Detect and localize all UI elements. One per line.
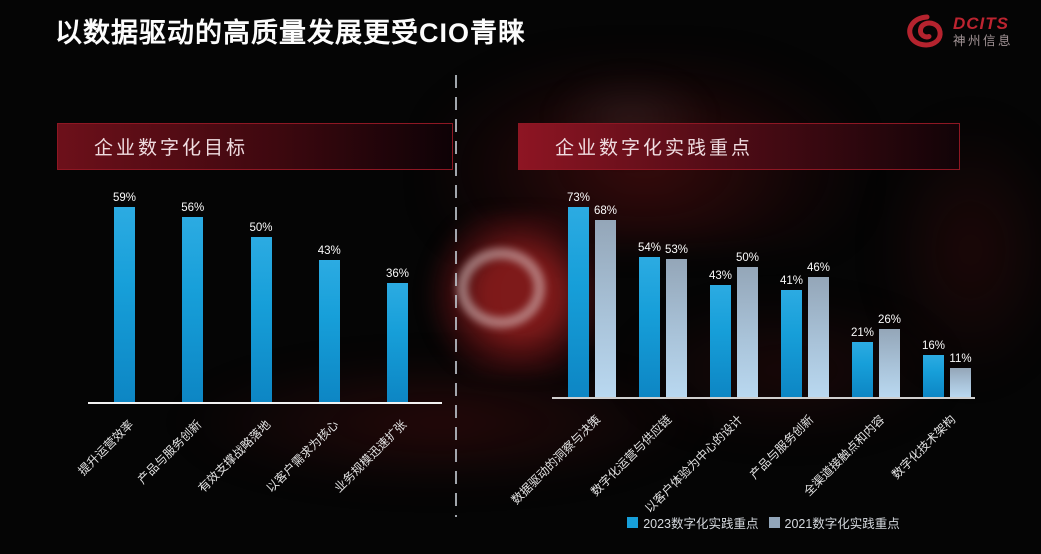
category-label: 产品与服务创新 [747, 412, 817, 482]
bar-wrap: 36% [385, 268, 410, 402]
bar-value-label: 43% [708, 270, 733, 283]
bar-wrap: 26% [877, 314, 902, 397]
bar [595, 220, 616, 397]
bar-wrap: 16% [921, 340, 946, 397]
logo-texts: DCITS 神州信息 [952, 13, 1013, 49]
bar-value-label: 41% [779, 275, 804, 288]
bar-group: 16% 11% [921, 340, 972, 397]
bar-wrap: 53% [664, 244, 689, 397]
bar-wrap: 41% [779, 275, 804, 397]
bar-value-label: 68% [593, 205, 618, 218]
right-chart-title: 企业数字化实践重点 [555, 138, 754, 159]
left-chart-title: 企业数字化目标 [94, 138, 249, 159]
bar-value-label: 56% [181, 202, 205, 215]
bar-wrap: 11% [949, 353, 972, 397]
bar [639, 256, 660, 397]
legend-label: 2023数字化实践重点 [643, 517, 759, 531]
category-label: 数字化技术架构 [889, 412, 959, 482]
bar-group: 36% [385, 268, 410, 402]
bar-group: 21% 26% [850, 314, 902, 397]
vertical-dashed-divider [455, 75, 457, 517]
category-label: 数据驱动的洞察与决策 [508, 412, 604, 508]
background-white-ring [457, 248, 545, 328]
bar-value-label: 73% [566, 192, 591, 205]
bar-value-label: 53% [664, 244, 689, 257]
bar-group: 56% [181, 202, 205, 402]
bar-value-label: 36% [385, 268, 410, 281]
bar [568, 207, 589, 397]
bar-group: 43% [317, 245, 341, 402]
bar-wrap: 68% [593, 205, 618, 397]
dcits-logo: DCITS 神州信息 [903, 12, 1013, 52]
bar [387, 283, 408, 402]
bar [923, 355, 944, 397]
bar [879, 329, 900, 397]
bar [852, 342, 873, 397]
bar [318, 260, 340, 402]
bar-value-label: 43% [317, 245, 341, 258]
bar-wrap: 50% [735, 252, 760, 397]
bar-wrap: 73% [566, 192, 591, 397]
bar-group: 41% 46% [779, 262, 831, 397]
bar-group: 43% 50% [708, 252, 760, 397]
bar [737, 267, 758, 397]
bar-wrap: 43% [708, 270, 733, 397]
bar-value-label: 21% [850, 327, 875, 340]
left-bar-chart: 59% 56% 50% 43% 36% [88, 192, 442, 404]
left-chart-title-band: 企业数字化目标 [57, 123, 453, 170]
bar [710, 285, 731, 397]
bar [114, 207, 135, 402]
bar-value-label: 50% [735, 252, 760, 264]
bar [808, 277, 829, 397]
bar-wrap: 21% [850, 327, 875, 397]
legend-label: 2021数字化实践重点 [784, 517, 900, 531]
legend-item-2023: 2023数字化实践重点 [627, 513, 759, 532]
logo-brand-text: DCITS [952, 13, 1009, 33]
right-chart-title-band: 企业数字化实践重点 [518, 123, 960, 170]
bar-group: 54% 53% [637, 241, 689, 397]
legend-swatch [768, 517, 780, 528]
logo-company-text: 神州信息 [952, 34, 1013, 49]
right-bar-chart: 73% 68% 54% 53% 43% 50% 41% 46% 21% 26% 16% 11% [552, 192, 975, 399]
bar-wrap: 50% [249, 222, 273, 402]
bar [666, 259, 687, 397]
left-chart-category-axis: 提升运营效率 产品与服务创新 有效支撑战略落地 以客户需求为核心 业务规模迅速扩张 [75, 406, 442, 516]
page-title: 以数据驱动的高质量发展更受CIO青睐 [55, 18, 527, 48]
bar-wrap: 59% [112, 192, 137, 402]
bar-value-label: 54% [637, 241, 662, 254]
category-label: 产品与服务创新 [134, 417, 204, 487]
right-chart-legend: 2023数字化实践重点 2021数字化实践重点 [552, 513, 975, 532]
bar-value-label: 26% [877, 314, 902, 327]
right-chart-category-axis: 数据驱动的洞察与决策 数字化运营与供应链 以客户体验为中心的设计 产品与服务创新 全渠道… [509, 401, 975, 515]
bar [950, 368, 971, 397]
bar-group: 73% 68% [566, 192, 618, 397]
bar-value-label: 50% [249, 222, 273, 234]
bar [182, 217, 204, 402]
category-label: 提升运营效率 [74, 417, 136, 479]
bar-wrap: 56% [181, 202, 205, 402]
bar [250, 237, 272, 402]
bar-value-label: 11% [949, 353, 972, 366]
bar-group: 59% [112, 192, 137, 402]
legend-item-2021: 2021数字化实践重点 [768, 513, 900, 532]
bar-value-label: 16% [921, 340, 946, 353]
bar-wrap: 46% [806, 262, 831, 397]
legend-swatch [627, 517, 639, 528]
bar-value-label: 46% [806, 262, 831, 275]
dcits-swirl-icon [907, 14, 943, 48]
bar [781, 290, 802, 397]
bar-wrap: 43% [317, 245, 341, 402]
bar-group: 50% [249, 222, 273, 402]
bar-wrap: 54% [637, 241, 662, 397]
bar-value-label: 59% [112, 192, 137, 205]
